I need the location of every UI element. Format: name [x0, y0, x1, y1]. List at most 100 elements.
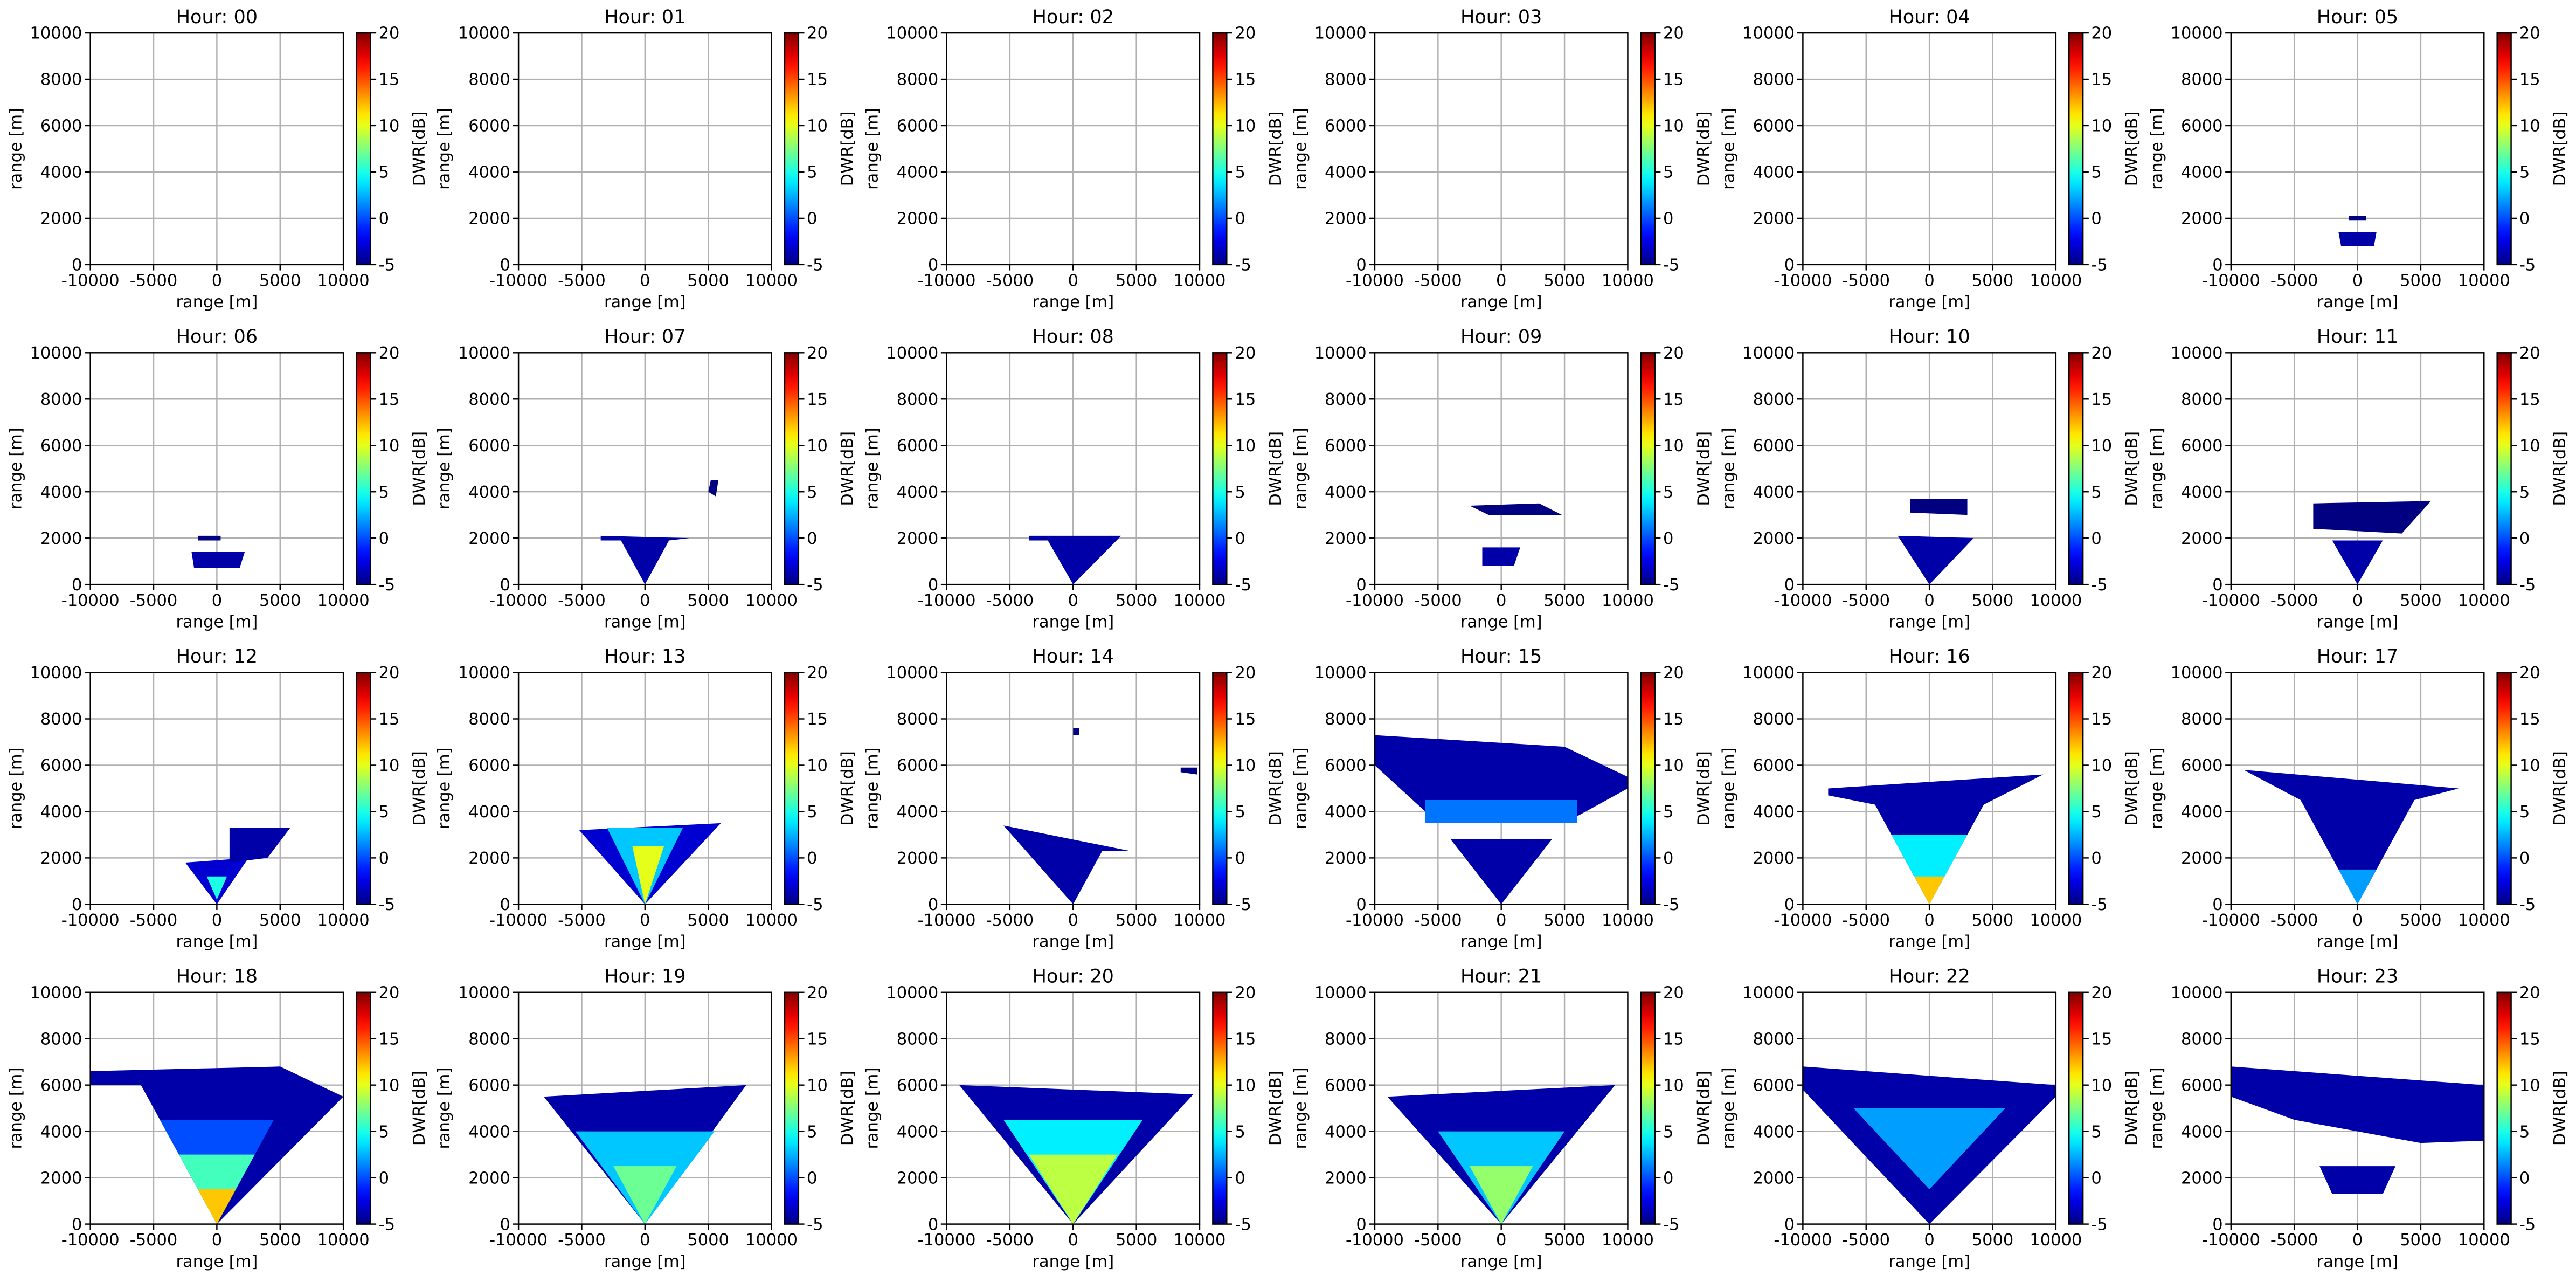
subplot-title: Hour: 19 [604, 965, 685, 987]
echo-region [600, 535, 689, 585]
x-tick-label: 10000 [745, 591, 798, 610]
colorbar-tick-label: 0 [1663, 529, 1673, 548]
x-tick-label: -5000 [2270, 911, 2318, 930]
subplot-title: Hour: 03 [1460, 6, 1542, 28]
colorbar [784, 991, 800, 1225]
colorbar-tick-label: 5 [379, 163, 389, 182]
subplot: Hour: 17 -10000 -5000 0 5000 10000 0 2000 4000 60… [2148, 645, 2570, 951]
y-tick-label: 4000 [2181, 803, 2223, 822]
colorbar-tick-label: 0 [2091, 210, 2101, 229]
x-tick-label: -10000 [2202, 1231, 2260, 1250]
colorbar-tick-label: 15 [1663, 71, 1684, 89]
colorbar-tick-label: 20 [379, 983, 400, 1002]
y-axis-label: range [m] [1719, 748, 1738, 830]
y-tick-label: 10000 [1314, 344, 1367, 363]
colorbar-tick-label: 0 [379, 529, 389, 548]
y-axis-label: range [m] [2148, 1067, 2166, 1149]
x-axis-label: range [m] [1888, 1252, 1970, 1271]
colorbar-tick-label: 15 [2091, 710, 2112, 729]
y-tick-label: 10000 [1742, 344, 1795, 363]
colorbar-tick-label: 20 [379, 24, 400, 43]
colorbar-tick-label: 10 [807, 756, 828, 775]
subplot: Hour: 00 -10000 -5000 0 5000 10000 0 2000 4000 60… [7, 6, 429, 312]
subplot: Hour: 21 -10000 -5000 0 5000 10000 0 2000 4000 60… [1291, 965, 1713, 1271]
colorbar-tick-label: 0 [1663, 1169, 1673, 1188]
colorbar-tick-label: -5 [807, 576, 823, 595]
y-tick-label: 0 [1356, 1215, 1366, 1234]
y-tick-label: 4000 [468, 483, 510, 502]
y-tick-label: 0 [72, 256, 82, 275]
colorbar-tick-label: -5 [1663, 1215, 1679, 1234]
x-axis-label: range [m] [1032, 612, 1114, 631]
y-tick-label: 6000 [468, 437, 510, 456]
echo-region [1073, 728, 1079, 735]
x-tick-label: -5000 [1414, 911, 1462, 930]
colorbar-tick-label: 5 [2519, 163, 2530, 182]
y-axis-label: range [m] [2148, 428, 2166, 509]
colorbar-tick-label: -5 [2091, 256, 2107, 275]
plot-area [1803, 1066, 2056, 1224]
subplot: Hour: 02 -10000 -5000 0 5000 10000 0 2000 4000 60… [863, 6, 1285, 312]
colorbar-tick-label: 15 [1663, 710, 1684, 729]
x-tick-label: -5000 [130, 911, 178, 930]
x-tick-label: 0 [1924, 272, 1934, 291]
colorbar [1212, 991, 1228, 1225]
y-tick-label: 2000 [897, 529, 939, 548]
x-tick-label: -5000 [1414, 272, 1462, 291]
y-tick-label: 8000 [1325, 390, 1367, 409]
x-tick-label: -5000 [986, 272, 1034, 291]
colorbar-tick-label: 20 [2091, 983, 2112, 1002]
y-axis-label: range [m] [435, 428, 454, 509]
colorbar-tick-label: 20 [2091, 664, 2112, 683]
subplot: Hour: 06 -10000 -5000 0 5000 10000 0 2000 4000 60… [7, 326, 429, 631]
y-tick-label: 4000 [40, 163, 82, 182]
y-tick-label: 6000 [1325, 117, 1367, 136]
colorbar-tick-label: 5 [2519, 803, 2530, 822]
colorbar-tick-label: 0 [1235, 1169, 1245, 1188]
y-tick-label: 0 [1784, 576, 1795, 595]
x-tick-label: -5000 [558, 591, 606, 610]
subplot: Hour: 01 -10000 -5000 0 5000 10000 0 2000 4000 60… [435, 6, 857, 312]
y-tick-label: 10000 [30, 24, 82, 43]
colorbar-tick-label: 20 [1235, 983, 1256, 1002]
x-tick-label: 0 [640, 911, 650, 930]
echo-region [632, 846, 664, 905]
y-axis-label: range [m] [863, 428, 882, 509]
y-tick-label: 2000 [897, 849, 939, 868]
echo-region [2338, 869, 2377, 905]
colorbar-label: DWR[dB] [838, 431, 857, 506]
colorbar-tick-label: 15 [379, 1030, 400, 1049]
x-axis-label: range [m] [2317, 1252, 2399, 1271]
y-tick-label: 2000 [468, 1169, 510, 1188]
subplot-title: Hour: 14 [1033, 645, 1114, 667]
x-axis-label: range [m] [176, 1252, 258, 1271]
y-tick-label: 8000 [1325, 1030, 1367, 1049]
y-tick-label: 10000 [458, 344, 510, 363]
echo-region [1029, 535, 1121, 585]
y-tick-label: 8000 [897, 1030, 939, 1049]
colorbar-tick-label: 10 [1235, 756, 1256, 775]
colorbar-label: DWR[dB] [1694, 112, 1713, 187]
y-tick-label: 6000 [1753, 1076, 1795, 1095]
y-axis-label: range [m] [435, 1067, 454, 1149]
y-tick-label: 2000 [468, 529, 510, 548]
colorbar-tick-label: 15 [807, 390, 828, 409]
colorbar-tick-label: 20 [807, 24, 828, 43]
plot-area [544, 1085, 746, 1224]
y-tick-label: 0 [928, 1215, 938, 1234]
subplot: Hour: 13 -10000 -5000 0 5000 10000 0 2000 4000 60… [435, 645, 857, 951]
colorbar-tick-label: 15 [379, 710, 400, 729]
y-tick-label: 0 [72, 895, 82, 914]
x-tick-label: 0 [1496, 272, 1506, 291]
x-axis-label: range [m] [1460, 933, 1542, 952]
y-axis-label: range [m] [2148, 748, 2166, 830]
x-tick-label: -5000 [130, 591, 178, 610]
subplot-title: Hour: 01 [604, 6, 685, 28]
echo-region [1003, 825, 1130, 905]
y-tick-label: 6000 [468, 117, 510, 136]
y-tick-label: 4000 [40, 803, 82, 822]
colorbar-tick-label: 10 [1235, 117, 1256, 136]
colorbar-label: DWR[dB] [1266, 1071, 1285, 1146]
x-axis-label: range [m] [1032, 293, 1114, 312]
x-tick-label: -5000 [1414, 1231, 1462, 1250]
